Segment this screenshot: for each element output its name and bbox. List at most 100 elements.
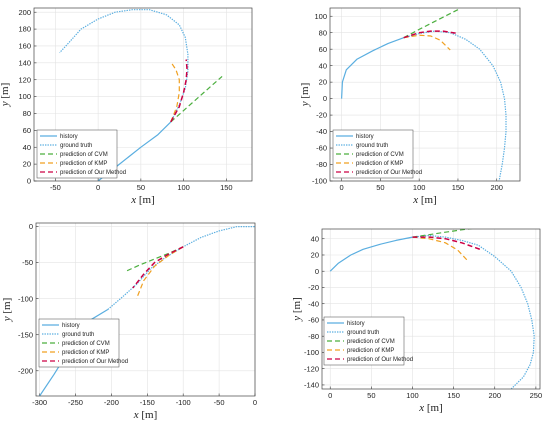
subplot-3: -300 -250 -200 -150 -100 -50 0 -200 -150 -100 -50 0… <box>1 222 257 421</box>
legend-label-prediction-of-our-method: prediction of Our Method <box>60 170 126 176</box>
y-tick-label: -80 <box>316 160 327 169</box>
x-tick-label: 0 <box>96 183 100 192</box>
legend-label-prediction-of-our-method: prediction of Our Method <box>356 170 422 176</box>
y-tick-label: 20 <box>319 78 327 87</box>
y-tick-label: 120 <box>18 75 31 84</box>
legend: history ground truth prediction of CVM pred… <box>38 318 128 368</box>
x-tick-label: 150 <box>447 391 460 400</box>
y-tick-label: 40 <box>319 61 327 70</box>
y-tick-label: 0 <box>323 94 327 103</box>
x-axis-label: x [m] <box>412 194 437 206</box>
y-tick-label: -50 <box>22 258 33 267</box>
series-line-ground-truth <box>59 9 189 123</box>
series-line-prediction-of-our-method <box>403 30 459 39</box>
legend-label-prediction-of-kmp: prediction of KMP <box>347 348 394 354</box>
y-tick-label: -100 <box>312 177 327 186</box>
x-tick-label: 0 <box>253 398 257 407</box>
x-tick-label: -100 <box>176 398 191 407</box>
legend-label-prediction-of-kmp: prediction of KMP <box>62 350 109 356</box>
subplot-4: 0 50 100 150 200 250 -140 -120 -100 -80 -60 -40 -20 0… <box>291 228 542 414</box>
y-tick-label: -60 <box>316 144 327 153</box>
series-line-prediction-of-our-method <box>412 236 481 251</box>
series-group <box>341 9 507 181</box>
y-tick-label: 40 <box>23 143 31 152</box>
legend: history ground truth prediction of CVM pred… <box>36 129 126 179</box>
subplot-1: -50 0 50 100 150 0 20 40 60 80 100 120 140 160 180 200 x… <box>0 7 253 206</box>
subplot-2: 0 50 100 150 200 -100 -80 -60 -40 -20 0 20 40 60 80 100… <box>299 7 521 206</box>
x-tick-label: -250 <box>68 398 83 407</box>
legend-label-prediction-of-cvm: prediction of CVM <box>356 152 404 158</box>
x-tick-label: 50 <box>137 183 145 192</box>
x-tick-label: 100 <box>413 183 426 192</box>
legend-label-prediction-of-kmp: prediction of KMP <box>60 161 107 167</box>
x-tick-label: 0 <box>340 183 344 192</box>
y-tick-label: -40 <box>316 127 327 136</box>
series-line-history <box>341 37 404 99</box>
y-tick-label: 160 <box>18 42 31 51</box>
y-tick-label: -150 <box>18 330 33 339</box>
series-line-prediction-of-cvm <box>403 9 459 39</box>
legend-label-prediction-of-cvm: prediction of CVM <box>60 152 108 158</box>
y-tick-label: -200 <box>18 366 33 375</box>
x-tick-label: 100 <box>406 391 419 400</box>
y-tick-label: 0 <box>27 177 31 186</box>
series-line-prediction-of-cvm <box>412 229 473 238</box>
y-tick-label: -60 <box>308 316 319 325</box>
series-line-prediction-of-kmp <box>403 34 451 51</box>
series-group <box>329 229 535 389</box>
y-tick-label: 100 <box>18 92 31 101</box>
legend-label-prediction-of-kmp: prediction of KMP <box>356 161 403 167</box>
x-tick-label: -150 <box>140 398 155 407</box>
x-tick-label: 150 <box>452 183 465 192</box>
x-tick-label: 100 <box>177 183 190 192</box>
y-tick-label: 20 <box>23 160 31 169</box>
y-tick-label: -40 <box>308 299 319 308</box>
series-line-prediction-of-cvm <box>170 75 223 123</box>
series-line-history <box>329 236 413 272</box>
legend-label-ground-truth: ground truth <box>62 332 94 338</box>
axes-frame <box>321 228 541 390</box>
x-tick-label: -200 <box>104 398 119 407</box>
x-tick-label: -50 <box>50 183 61 192</box>
y-tick-label: 60 <box>319 45 327 54</box>
legend-label-prediction-of-cvm: prediction of CVM <box>347 339 395 345</box>
y-tick-label: 140 <box>18 58 31 67</box>
legend-label-prediction-of-our-method: prediction of Our Method <box>62 359 128 365</box>
x-tick-label: 250 <box>530 391 543 400</box>
x-axis-label: x [m] <box>418 402 443 414</box>
legend-label-prediction-of-cvm: prediction of CVM <box>62 341 110 347</box>
y-tick-label: -100 <box>18 294 33 303</box>
legend-label-history: history <box>60 134 78 140</box>
y-tick-label: 60 <box>23 126 31 135</box>
axes-frame <box>33 7 253 182</box>
y-tick-label: -120 <box>304 364 319 373</box>
y-tick-label: -20 <box>308 283 319 292</box>
y-tick-label: 0 <box>29 222 33 231</box>
y-tick-label: 40 <box>311 234 319 243</box>
y-axis-label: y [m] <box>0 83 11 108</box>
plot-area <box>36 223 255 396</box>
legend-label-history: history <box>347 321 365 327</box>
x-tick-label: -300 <box>32 398 47 407</box>
y-tick-label: 200 <box>18 8 31 17</box>
y-tick-label: -100 <box>304 348 319 357</box>
y-tick-label: 100 <box>314 12 327 21</box>
y-axis-label: y [m] <box>299 83 311 108</box>
legend: history ground truth prediction of CVM pred… <box>323 316 413 366</box>
x-tick-label: 0 <box>328 391 332 400</box>
x-tick-label: -50 <box>214 398 225 407</box>
y-tick-label: -80 <box>308 332 319 341</box>
y-tick-label: 180 <box>18 25 31 34</box>
y-tick-label: -140 <box>304 381 319 390</box>
x-tick-label: 50 <box>376 183 384 192</box>
x-tick-label: 150 <box>220 183 233 192</box>
y-axis-label: y [m] <box>291 297 303 322</box>
legend-label-history: history <box>62 323 80 329</box>
x-axis-label: x [m] <box>130 194 155 206</box>
legend-label-ground-truth: ground truth <box>356 143 388 149</box>
series-line-prediction-of-kmp <box>412 236 469 262</box>
y-tick-label: 80 <box>23 109 31 118</box>
x-axis-label: x [m] <box>133 409 158 421</box>
axes-frame <box>329 7 521 182</box>
